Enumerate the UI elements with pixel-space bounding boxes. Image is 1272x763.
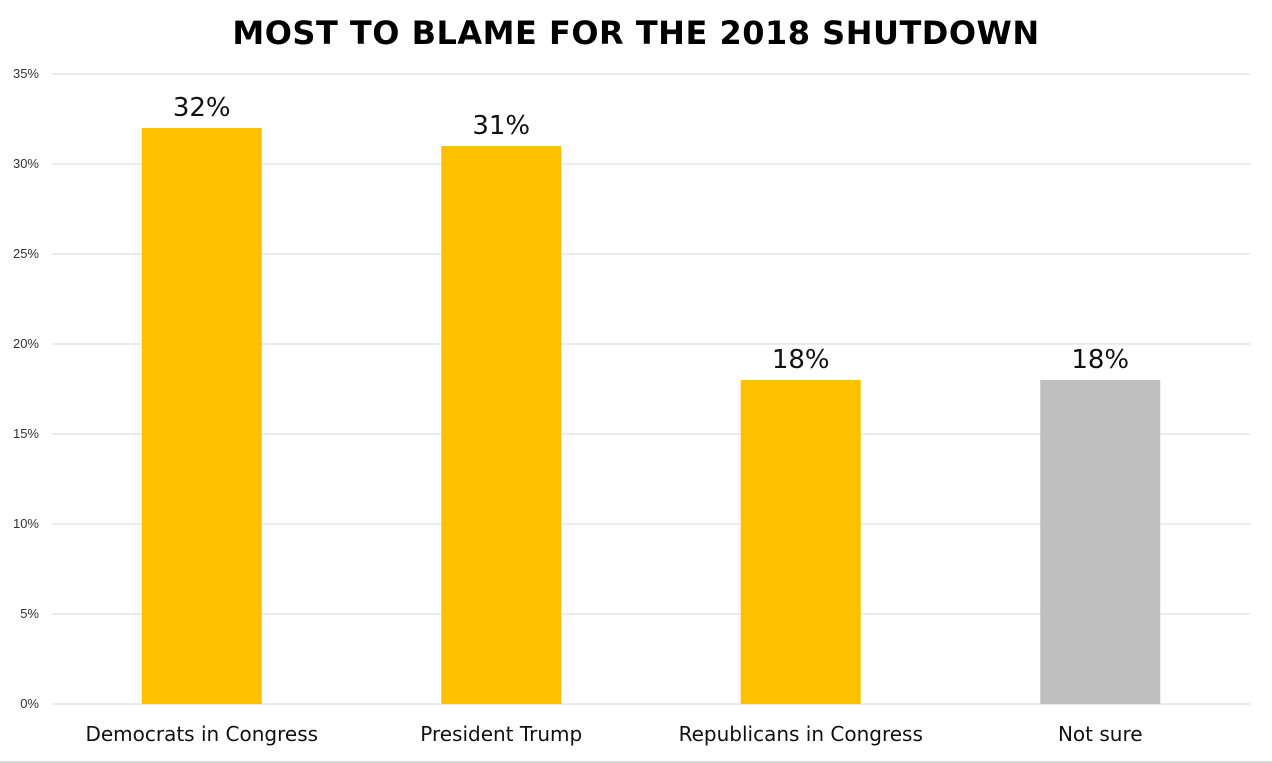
- chart-title: MOST TO BLAME FOR THE 2018 SHUTDOWN: [232, 14, 1040, 52]
- x-tick-label: Republicans in Congress: [679, 722, 923, 746]
- y-tick-label: 20%: [13, 336, 39, 351]
- y-tick-label: 25%: [13, 246, 39, 261]
- x-tick-label: Democrats in Congress: [85, 722, 318, 746]
- data-label: 18%: [772, 345, 830, 375]
- bar: [141, 128, 262, 704]
- bar: [441, 146, 562, 704]
- bar: [1040, 380, 1161, 704]
- y-tick-label: 5%: [20, 606, 39, 621]
- y-tick-label: 0%: [20, 696, 39, 711]
- x-tick-label: President Trump: [420, 722, 582, 746]
- y-tick-label: 10%: [13, 516, 39, 531]
- data-label: 18%: [1071, 345, 1129, 375]
- data-label: 31%: [472, 111, 530, 141]
- y-tick-label: 35%: [13, 66, 39, 81]
- data-label: 32%: [173, 93, 231, 123]
- bar: [740, 380, 861, 704]
- y-tick-label: 15%: [13, 426, 39, 441]
- x-tick-label: Not sure: [1058, 722, 1143, 746]
- y-tick-label: 30%: [13, 156, 39, 171]
